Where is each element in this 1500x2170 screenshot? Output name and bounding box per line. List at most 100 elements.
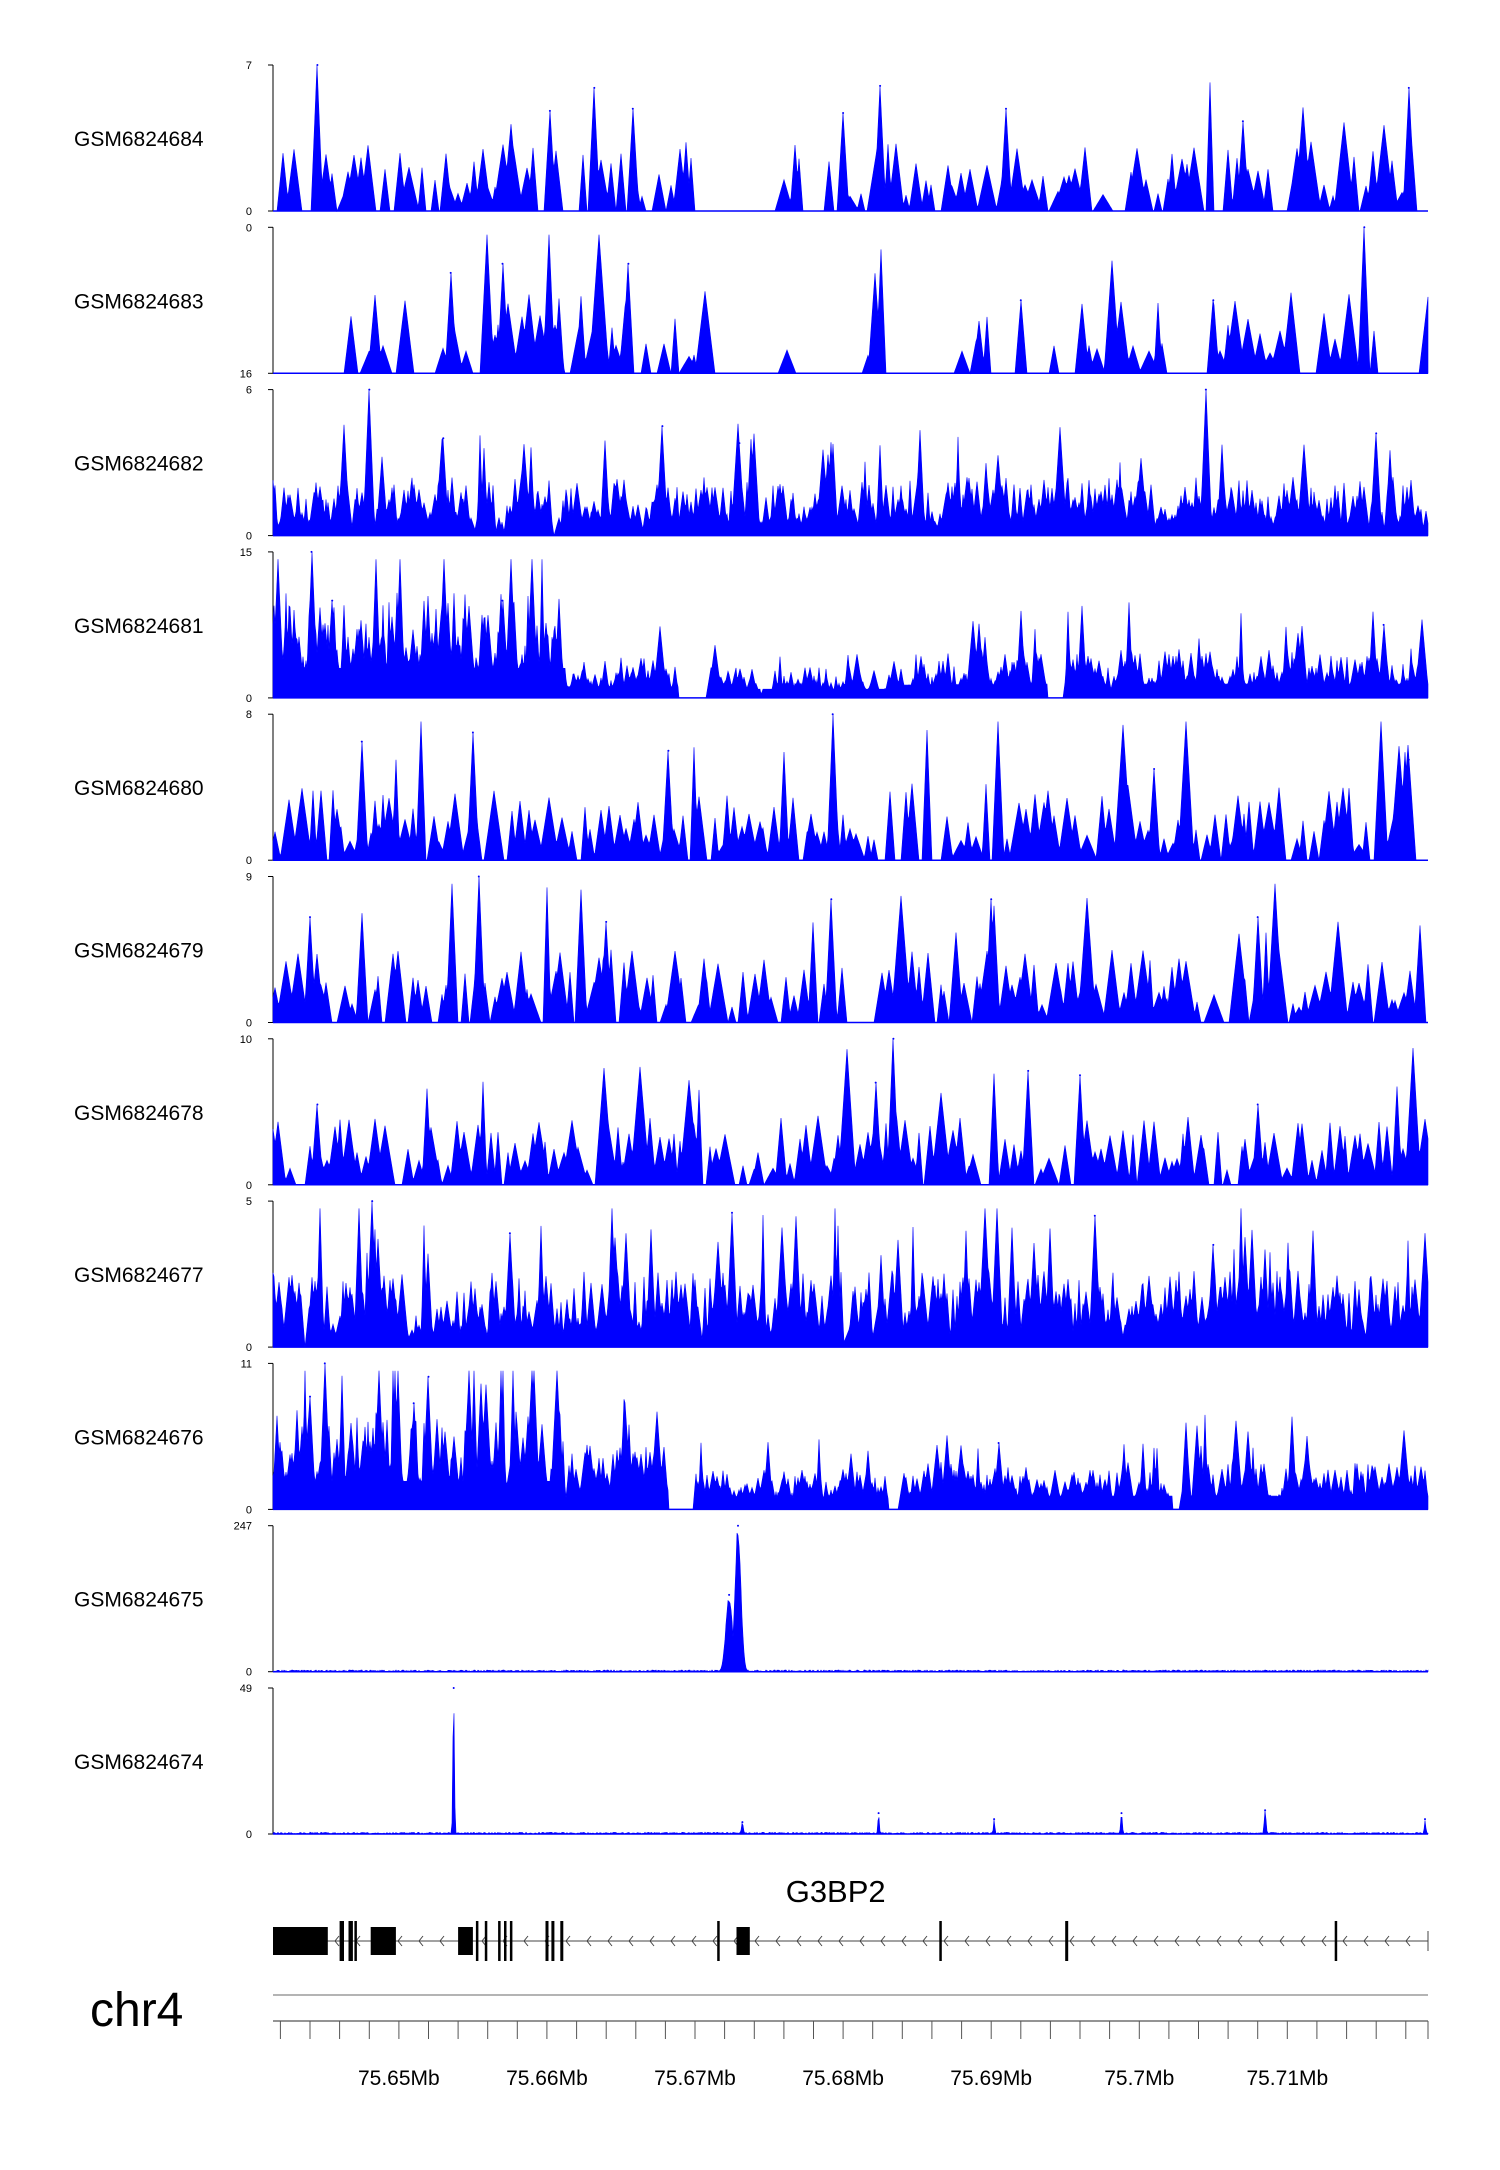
strand-arrow xyxy=(607,1935,613,1947)
coverage-area xyxy=(272,1201,1429,1348)
exon xyxy=(509,1921,513,1961)
peak-point xyxy=(741,1821,744,1824)
exon xyxy=(273,1927,328,1955)
coverage-area xyxy=(272,1532,1429,1673)
peak-point xyxy=(1407,758,1410,761)
track-GSM6824674: GSM6824674 49 0 xyxy=(74,1683,1429,1841)
x-tick-label: 75.65Mb xyxy=(358,2067,440,2090)
peak-point xyxy=(831,713,834,716)
strand-arrow xyxy=(397,1935,403,1947)
exon xyxy=(717,1921,720,1961)
x-tick-label: 75.66Mb xyxy=(506,2067,588,2090)
strand-arrow xyxy=(796,1935,802,1947)
strand-arrow xyxy=(964,1935,970,1947)
coverage-area xyxy=(272,1363,1429,1510)
peak-point xyxy=(661,425,664,428)
x-tick-label: 75.68Mb xyxy=(802,2067,884,2090)
track-GSM6824678: GSM6824678 10 0 xyxy=(74,1034,1429,1192)
peak-point xyxy=(631,107,634,110)
strand-arrow xyxy=(439,1935,445,1947)
strand-arrow xyxy=(670,1935,676,1947)
exon xyxy=(1334,1921,1338,1961)
track-GSM6824683: GSM6824683 0 16 xyxy=(74,222,1429,380)
strand-arrow xyxy=(1153,1935,1159,1947)
track-GSM6824676: GSM6824676 11 0 xyxy=(74,1358,1429,1516)
coverage-area xyxy=(272,1038,1429,1186)
peak-point xyxy=(627,262,630,265)
peak-point xyxy=(605,920,608,923)
strand-arrow xyxy=(1111,1935,1117,1947)
peak-point xyxy=(477,875,480,878)
y-max-label: 5 xyxy=(246,1196,252,1208)
exon xyxy=(545,1921,549,1961)
track-GSM6824677: GSM6824677 5 0 xyxy=(74,1196,1429,1354)
y-max-label: 11 xyxy=(241,1358,252,1370)
peak-point xyxy=(1407,86,1410,89)
peak-point xyxy=(309,1395,311,1398)
coverage-tracks: GSM682468470GSM6824683016GSM682468260GSM… xyxy=(74,60,1429,1841)
y-max-label: 49 xyxy=(240,1683,252,1695)
peak-point xyxy=(892,1037,895,1040)
y-min-label: 0 xyxy=(246,1504,252,1516)
strand-arrow xyxy=(523,1935,529,1947)
peak-point xyxy=(1256,916,1259,919)
strand-arrow xyxy=(1132,1935,1138,1947)
peak-point xyxy=(501,599,504,602)
y-min-label: 0 xyxy=(246,1342,252,1354)
peak-point xyxy=(309,916,311,919)
track-label: GSM6824679 xyxy=(74,940,204,963)
y-max-label: 15 xyxy=(240,547,252,559)
y-min-label: 0 xyxy=(246,531,252,543)
track-label: GSM6824676 xyxy=(74,1426,204,1449)
peak-point xyxy=(442,437,445,440)
peak-point xyxy=(879,84,882,87)
strand-arrow xyxy=(859,1935,865,1947)
y-max-label: 8 xyxy=(246,709,252,721)
strand-arrow xyxy=(1384,1935,1390,1947)
strand-arrow xyxy=(817,1935,823,1947)
track-GSM6824675: GSM6824675 247 0 xyxy=(74,1521,1429,1679)
strand-arrow xyxy=(1258,1935,1264,1947)
peak-point xyxy=(728,1593,731,1596)
genomic-axis: chr4 75.65Mb 75.66Mb 75.67Mb 75.68Mb 75.69Mb 7… xyxy=(90,1984,1429,2090)
peak-point xyxy=(371,1200,374,1203)
exon xyxy=(736,1927,750,1955)
strand-arrow xyxy=(1300,1935,1306,1947)
strand-arrow xyxy=(1321,1935,1327,1947)
exon xyxy=(370,1927,396,1955)
coverage-area xyxy=(272,714,1428,861)
exon xyxy=(458,1927,473,1955)
peak-point xyxy=(323,1362,326,1365)
exon xyxy=(339,1921,344,1961)
strand-arrow xyxy=(1363,1935,1369,1947)
x-tick-label: 75.7Mb xyxy=(1104,2067,1174,2090)
peak-point xyxy=(1153,768,1156,770)
peak-point xyxy=(990,898,993,901)
y-max-label: 247 xyxy=(234,1521,252,1533)
peak-point xyxy=(471,731,474,734)
track-label: GSM6824680 xyxy=(74,777,204,800)
y-min-label: 0 xyxy=(246,1018,252,1030)
y-min-label: 0 xyxy=(246,1667,252,1679)
strand-arrow xyxy=(649,1935,655,1947)
gene-track: G3BP2 xyxy=(273,1874,1429,1961)
strand-arrow xyxy=(943,1935,949,1947)
chromosome-label: chr4 xyxy=(90,1984,183,2037)
coverage-area xyxy=(273,227,1429,375)
track-GSM6824682: GSM6824682 6 0 xyxy=(74,385,1429,543)
strand-arrow xyxy=(481,1935,487,1947)
strand-arrow xyxy=(418,1935,424,1947)
y-max-label: 9 xyxy=(246,872,252,884)
strand-arrow xyxy=(1174,1935,1180,1947)
peak-point xyxy=(1005,107,1007,110)
strand-arrow xyxy=(1069,1935,1075,1947)
exon xyxy=(1065,1921,1069,1961)
exon xyxy=(348,1921,353,1961)
y-max-label: 7 xyxy=(246,60,252,72)
strand-arrow xyxy=(754,1935,760,1947)
peak-point xyxy=(593,86,596,89)
exon xyxy=(475,1921,479,1961)
peak-point xyxy=(667,749,670,752)
peak-point xyxy=(316,1103,319,1106)
strand-arrow xyxy=(628,1935,634,1947)
